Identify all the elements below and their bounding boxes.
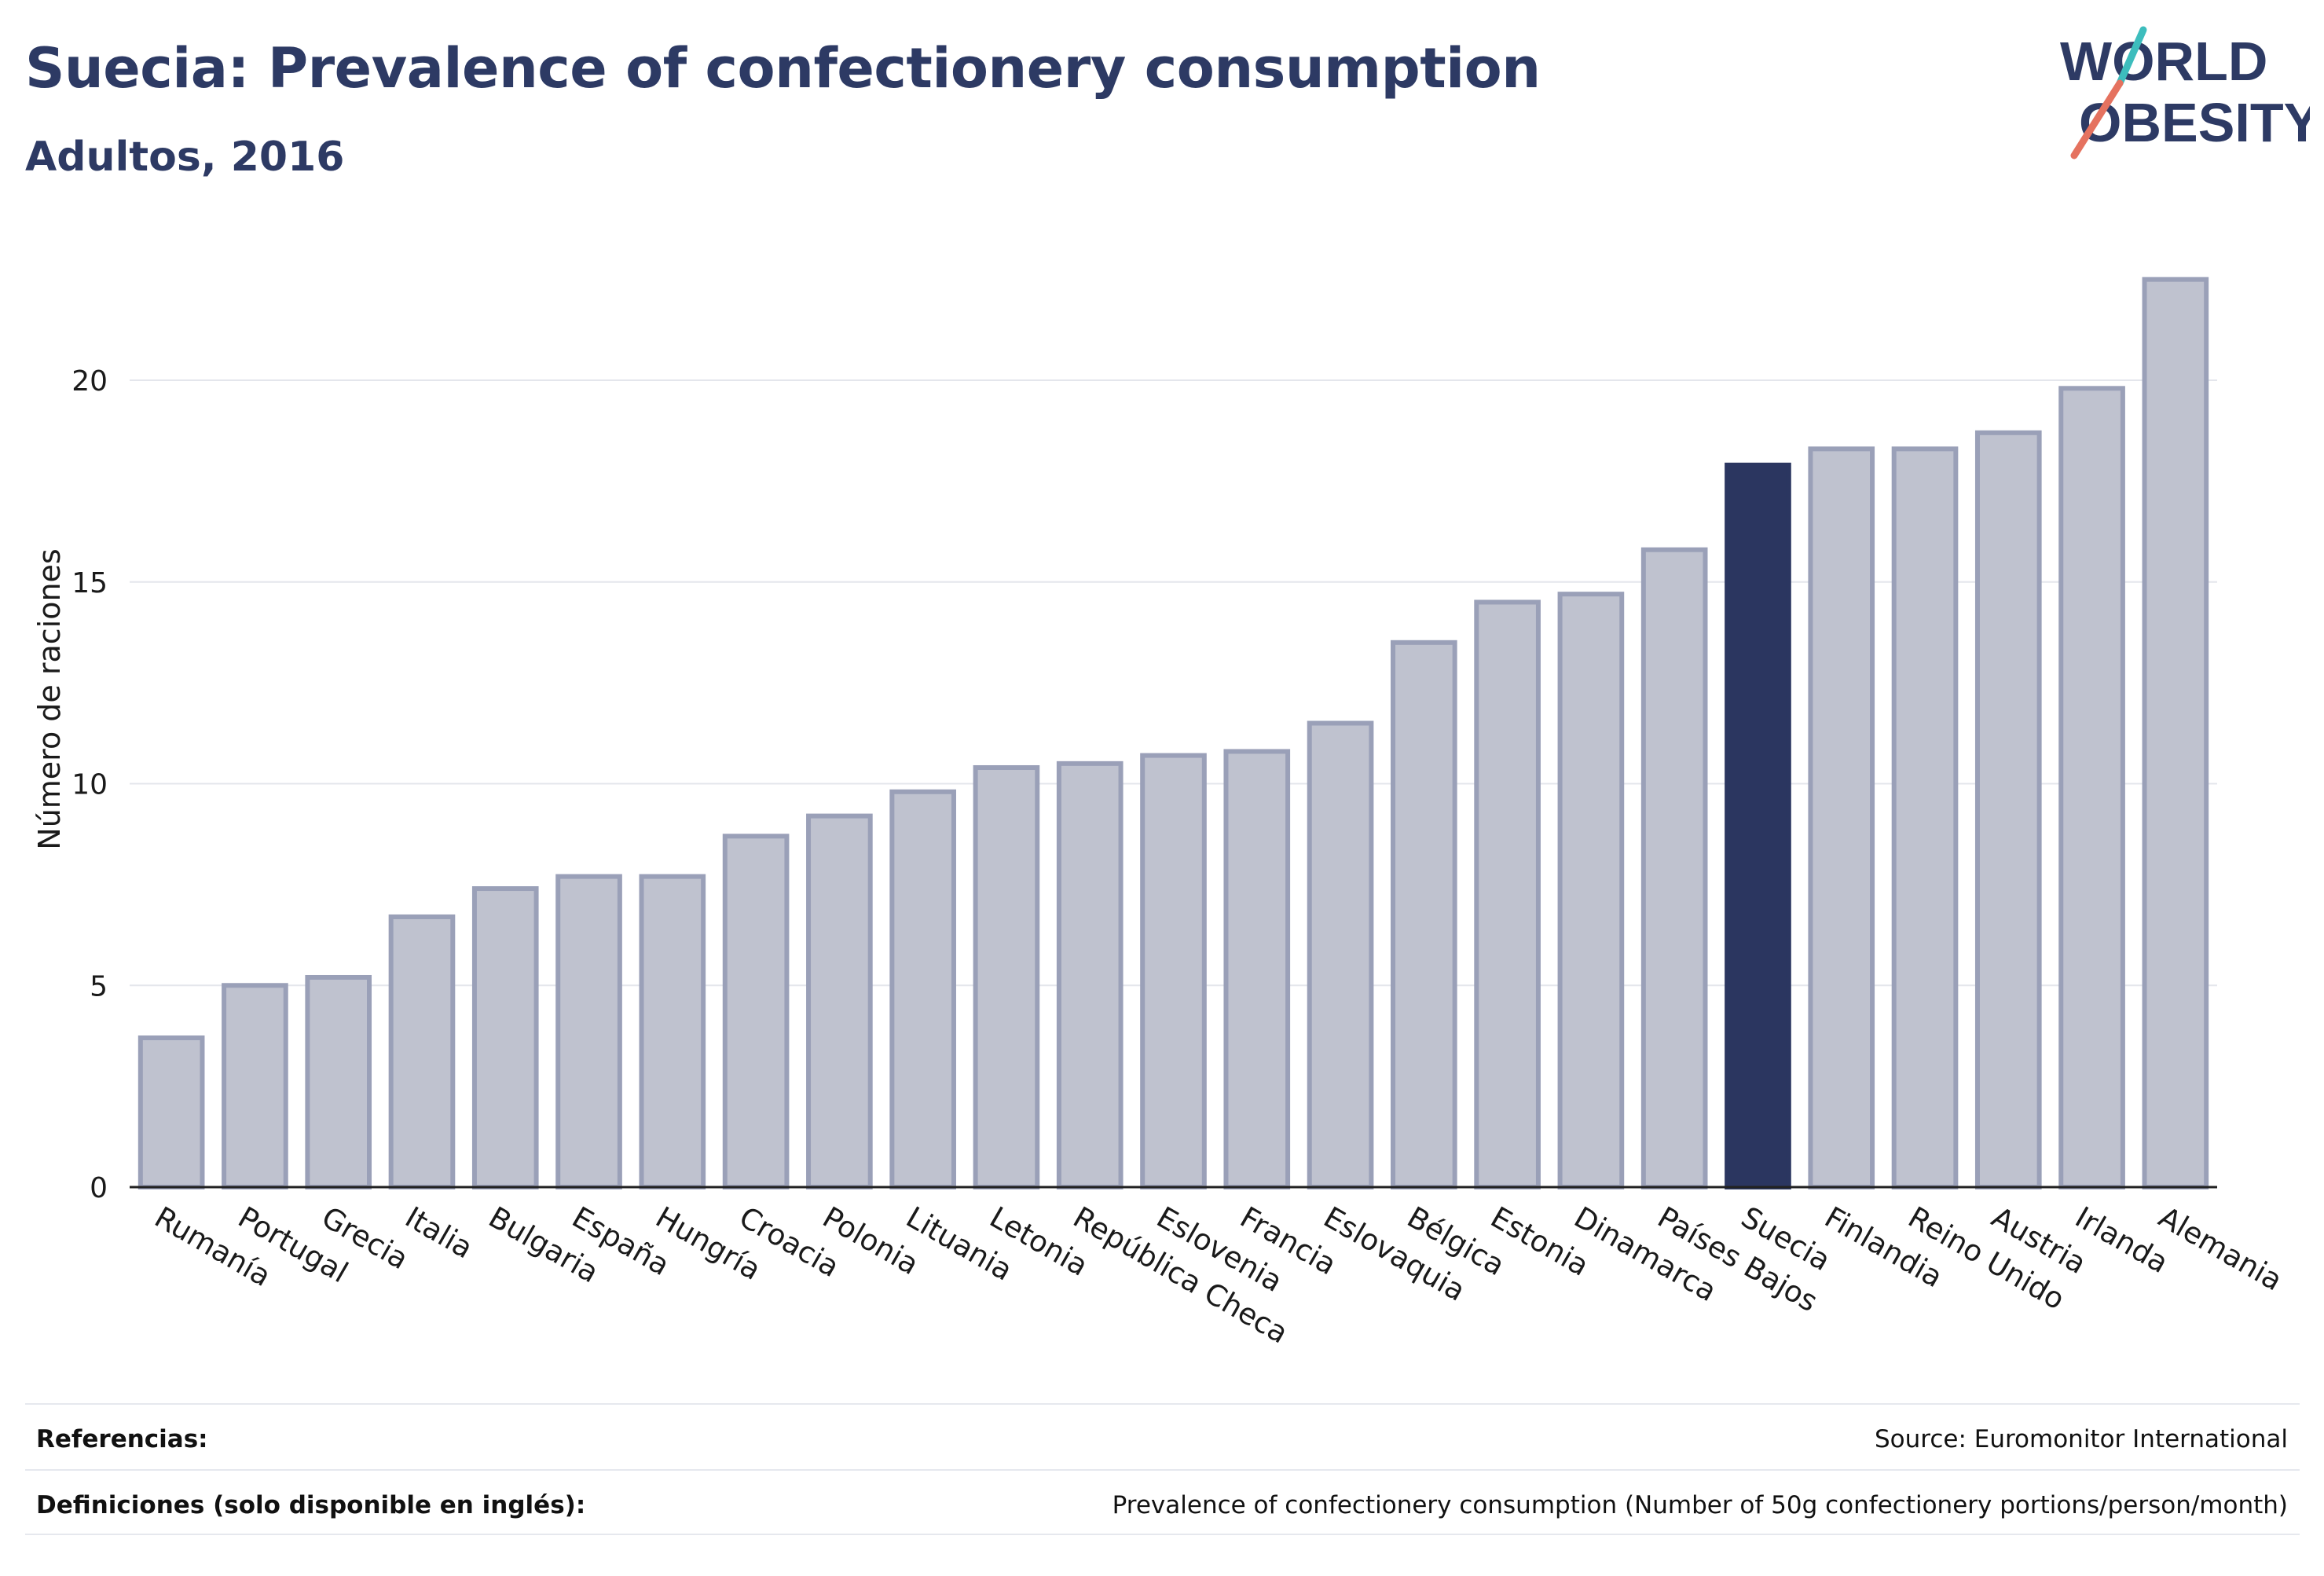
y-tick-label: 0 xyxy=(90,1172,108,1204)
bar xyxy=(137,1035,205,1190)
bar xyxy=(722,834,790,1189)
y-axis-label: Número de raciones xyxy=(32,548,67,849)
bars xyxy=(137,277,2209,1190)
bar xyxy=(471,886,539,1190)
bar xyxy=(889,789,956,1190)
logo-line-1: WORLD xyxy=(2060,31,2267,92)
bar xyxy=(222,983,288,1189)
bar xyxy=(1223,749,1291,1189)
bar xyxy=(555,874,622,1189)
bar xyxy=(1891,446,1959,1189)
bar-highlighted xyxy=(1725,462,1791,1189)
logo-line-2: OBESITY xyxy=(2079,92,2310,153)
bar xyxy=(973,764,1040,1189)
bar xyxy=(1557,592,1625,1189)
bar xyxy=(2058,386,2125,1189)
references-label: Referencias: xyxy=(36,1425,208,1453)
y-tick-label: 10 xyxy=(71,769,108,801)
bar xyxy=(1056,761,1124,1189)
bar xyxy=(639,874,706,1189)
bar xyxy=(1307,720,1374,1189)
bar xyxy=(1140,753,1207,1189)
bar xyxy=(2142,277,2209,1189)
definitions-label: Definiciones (solo disponible en inglés)… xyxy=(36,1491,586,1519)
logo-slash-coral xyxy=(2070,79,2124,159)
page-subtitle: Adultos, 2016 xyxy=(25,134,345,181)
bar xyxy=(305,974,372,1190)
y-tick-label: 20 xyxy=(71,365,108,398)
bar xyxy=(1808,446,1875,1189)
footer-divider-middle xyxy=(25,1469,2300,1471)
footer-divider-top xyxy=(25,1403,2300,1405)
bar xyxy=(388,914,456,1190)
bar xyxy=(1640,547,1708,1189)
definitions-value: Prevalence of confectionery consumption … xyxy=(1112,1491,2288,1519)
x-tick-label: Irlanda xyxy=(2069,1200,2174,1281)
footer-divider-bottom xyxy=(25,1534,2300,1535)
bar xyxy=(806,813,873,1189)
references-value: Source: Euromonitor International xyxy=(1874,1425,2288,1453)
page-title: Suecia: Prevalence of confectionery cons… xyxy=(25,36,1541,101)
x-tick-label: Alemania xyxy=(2153,1200,2288,1298)
y-tick-label: 5 xyxy=(90,970,108,1002)
bar xyxy=(1974,430,2042,1189)
bar xyxy=(1391,640,1457,1189)
y-tick-label: 15 xyxy=(71,567,108,599)
y-axis-ticks: 0 5 10 15 20 xyxy=(71,365,108,1204)
bar xyxy=(1474,599,1541,1189)
logo-slash-teal xyxy=(2116,26,2147,87)
world-obesity-logo: WORLD OBESITY xyxy=(2060,26,2310,159)
x-tick-label: Italia xyxy=(399,1200,478,1266)
